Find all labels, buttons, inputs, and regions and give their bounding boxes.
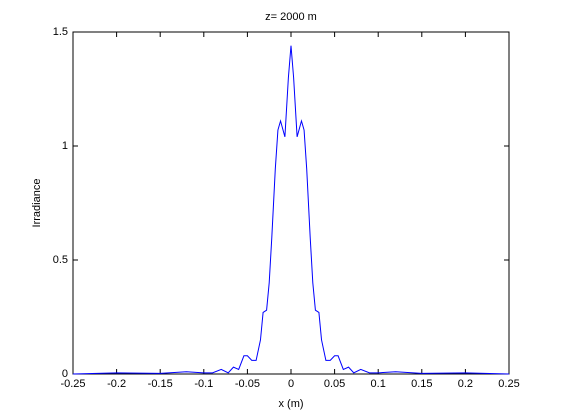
chart-title: z= 2000 m <box>265 11 317 23</box>
x-tick-label: 0.15 <box>411 378 432 390</box>
x-tick-label: -0.15 <box>148 378 173 390</box>
y-tick-label: 1 <box>62 140 68 152</box>
x-tick-label: -0.1 <box>194 378 213 390</box>
x-tick-label: 0.05 <box>324 378 345 390</box>
x-tick-label: 0.1 <box>371 378 386 390</box>
x-tick-label: 0 <box>288 378 294 390</box>
y-tick-label: 1.5 <box>53 26 68 38</box>
x-tick-label: -0.25 <box>60 378 85 390</box>
x-axis-label: x (m) <box>278 398 303 410</box>
y-tick-label: 0.5 <box>53 254 68 266</box>
x-tick-label: 0.25 <box>498 378 519 390</box>
y-axis-label: Irradiance <box>31 179 43 228</box>
x-tick-label: -0.2 <box>107 378 126 390</box>
y-tick-label: 0 <box>62 368 68 380</box>
plot-box <box>72 31 510 375</box>
x-tick-label: 0.2 <box>458 378 473 390</box>
x-tick-label: -0.05 <box>235 378 260 390</box>
data-line <box>72 45 510 375</box>
